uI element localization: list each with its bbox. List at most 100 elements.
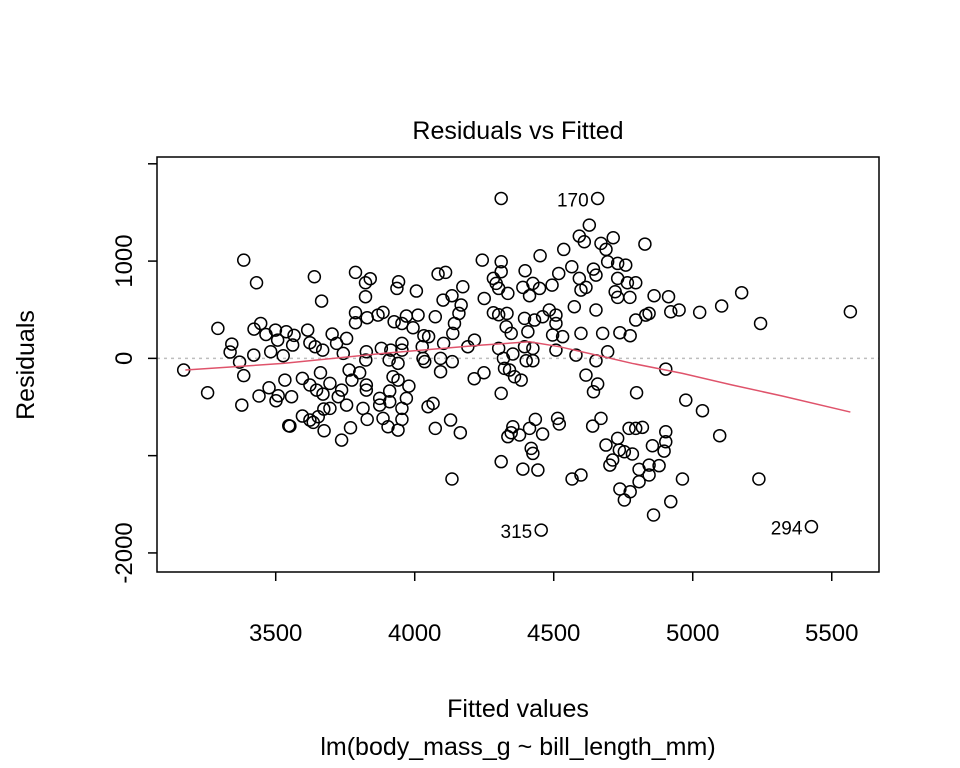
data-point	[569, 348, 583, 362]
data-point	[526, 341, 540, 356]
data-point	[417, 354, 432, 369]
data-point	[664, 305, 678, 319]
data-point	[502, 363, 517, 377]
chart-title: Residuals vs Fitted	[412, 117, 623, 145]
data-point	[270, 333, 285, 347]
data-point	[382, 384, 397, 398]
data-point	[517, 311, 532, 326]
data-point	[438, 265, 453, 280]
data-point	[589, 268, 603, 282]
data-point	[339, 331, 354, 346]
data-point	[675, 472, 690, 486]
data-point	[804, 519, 819, 534]
data-point	[574, 468, 588, 482]
x-axis-label: Fitted values	[447, 695, 589, 723]
data-point	[402, 379, 416, 393]
data-point	[567, 299, 582, 314]
y-tick-label: 0	[111, 352, 138, 365]
data-point	[590, 377, 605, 391]
data-point	[531, 463, 545, 477]
data-point	[843, 305, 858, 319]
data-point	[284, 389, 299, 404]
data-point	[506, 420, 520, 434]
data-point	[211, 321, 225, 336]
data-point	[586, 262, 601, 276]
data-point	[316, 387, 330, 401]
data-point	[278, 373, 292, 387]
data-point	[526, 446, 540, 461]
data-point	[382, 395, 397, 409]
data-point	[610, 431, 625, 446]
data-point	[574, 283, 588, 297]
data-point	[734, 285, 749, 300]
data-point	[359, 378, 374, 392]
data-point	[692, 305, 707, 320]
data-point	[552, 417, 567, 431]
data-point	[317, 423, 331, 438]
data-point	[331, 389, 346, 404]
data-point	[235, 398, 249, 412]
data-point	[390, 281, 404, 296]
data-point	[411, 308, 425, 322]
data-point	[391, 356, 405, 371]
data-point	[200, 385, 215, 400]
data-point	[285, 338, 300, 352]
data-point	[253, 316, 268, 331]
data-point	[382, 353, 396, 367]
data-point	[454, 298, 468, 312]
data-point	[642, 468, 656, 482]
data-point	[628, 421, 643, 436]
data-point	[620, 276, 635, 290]
data-point	[500, 306, 514, 321]
data-point	[494, 454, 508, 469]
y-tick-label: 1000	[111, 234, 138, 287]
data-point	[348, 305, 363, 320]
data-point	[295, 409, 310, 423]
data-point	[445, 354, 459, 369]
data-point	[535, 427, 550, 441]
data-point	[494, 386, 508, 401]
data-point	[506, 347, 520, 361]
data-point	[315, 343, 330, 357]
data-point	[363, 271, 377, 286]
data-point	[504, 425, 518, 440]
data-point	[514, 373, 528, 387]
data-point	[360, 412, 374, 427]
data-point	[645, 438, 660, 453]
data-point	[647, 288, 661, 303]
data-point	[445, 472, 459, 486]
data-point	[526, 353, 540, 368]
data-point	[428, 421, 443, 436]
data-point	[236, 253, 251, 267]
data-point	[606, 230, 620, 245]
data-point	[447, 316, 462, 331]
x-tick-label: 3500	[249, 620, 302, 647]
data-point	[263, 345, 278, 359]
data-point	[436, 336, 451, 351]
data-point	[223, 345, 237, 359]
data-point	[551, 266, 566, 281]
data-point	[307, 270, 322, 284]
data-point	[453, 425, 468, 440]
data-point	[695, 403, 710, 418]
data-point	[359, 383, 374, 397]
data-point	[387, 314, 401, 329]
data-point	[545, 328, 560, 342]
data-point	[534, 523, 548, 537]
data-point	[532, 281, 547, 296]
data-point	[589, 303, 603, 317]
plot-area: 3500 4000 4500 5000 5500 1000 0 -2000 170 315 294	[111, 163, 879, 647]
data-point	[629, 385, 644, 400]
data-point	[358, 289, 373, 304]
data-point	[356, 401, 370, 416]
data-point	[494, 255, 508, 269]
data-point	[446, 326, 460, 341]
data-point	[417, 328, 431, 343]
data-point	[477, 366, 491, 380]
data-point	[635, 420, 650, 435]
x-tick-label: 5000	[666, 620, 719, 647]
data-point	[384, 343, 398, 357]
data-point	[494, 264, 508, 279]
data-point	[512, 428, 527, 442]
